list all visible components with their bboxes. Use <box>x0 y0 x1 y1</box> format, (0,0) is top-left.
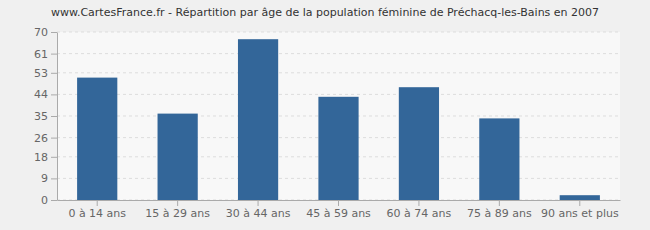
tick-mark <box>177 200 178 206</box>
tick-label: 90 ans et plus <box>541 207 619 220</box>
tick: 15 à 29 ans <box>145 200 210 220</box>
tick-label: 45 à 59 ans <box>306 207 371 220</box>
tick-mark <box>51 54 57 55</box>
tick-mark <box>338 200 339 206</box>
tick-label: 0 <box>41 194 48 207</box>
grid <box>57 32 620 200</box>
tick-mark <box>51 94 57 95</box>
tick: 45 à 59 ans <box>306 200 371 220</box>
tick: 60 à 74 ans <box>387 200 452 220</box>
tick-label: 75 à 89 ans <box>467 207 532 220</box>
tick: 35 <box>34 110 57 123</box>
tick-mark <box>51 178 57 179</box>
tick-mark <box>51 116 57 117</box>
x-axis: 0 à 14 ans 15 à 29 ans 30 à 44 ans 45 à 59 … <box>58 200 621 220</box>
bars <box>77 39 600 200</box>
bar <box>560 195 600 200</box>
tick-label: 70 <box>34 26 48 39</box>
tick-label: 44 <box>34 88 48 101</box>
tick: 9 <box>41 172 57 185</box>
plot: 0 9 18 26 35 44 53 61 70 0 à 14 ans 15 à 29 ans 30 … <box>34 26 621 220</box>
tick-label: 30 à 44 ans <box>226 207 291 220</box>
axis-line <box>57 33 58 201</box>
tick: 18 <box>34 151 57 164</box>
tick: 90 ans et plus <box>541 200 619 220</box>
tick-mark <box>499 200 500 206</box>
tick: 53 <box>34 67 57 80</box>
bar <box>399 87 439 200</box>
bar <box>158 114 198 200</box>
title: www.CartesFrance.fr - Répartition par âg… <box>51 6 599 19</box>
bar <box>479 118 519 200</box>
tick-mark <box>51 200 57 201</box>
tick: 30 à 44 ans <box>226 200 291 220</box>
tick: 70 <box>34 26 57 39</box>
y-axis: 0 9 18 26 35 44 53 61 70 <box>34 26 58 207</box>
tick: 26 <box>34 132 57 145</box>
tick-mark <box>579 200 580 206</box>
tick: 0 <box>41 194 57 207</box>
tick-label: 18 <box>34 151 48 164</box>
grid-line <box>57 53 620 54</box>
tick-label: 9 <box>41 172 48 185</box>
tick-label: 60 à 74 ans <box>387 207 452 220</box>
tick-mark <box>418 200 419 206</box>
grid-line <box>57 32 620 33</box>
bar <box>318 97 358 200</box>
tick-mark <box>51 138 57 139</box>
tick-mark <box>97 200 98 206</box>
grid-line <box>57 94 620 95</box>
background <box>0 0 650 230</box>
tick-mark <box>51 73 57 74</box>
grid-line <box>57 72 620 73</box>
tick-label: 53 <box>34 67 48 80</box>
tick-label: 0 à 14 ans <box>68 207 126 220</box>
tick-mark <box>51 157 57 158</box>
tick: 61 <box>34 48 57 61</box>
tick: 44 <box>34 88 57 101</box>
tick: 75 à 89 ans <box>467 200 532 220</box>
tick-mark <box>258 200 259 206</box>
tick-label: 15 à 29 ans <box>145 207 210 220</box>
chart: www.CartesFrance.fr - Répartition par âg… <box>0 0 650 230</box>
tick-mark <box>51 32 57 33</box>
tick-label: 26 <box>34 132 48 145</box>
bar <box>238 39 278 200</box>
tick-label: 61 <box>34 48 48 61</box>
tick-label: 35 <box>34 110 48 123</box>
plot-background <box>57 32 620 200</box>
bar <box>77 78 117 200</box>
tick: 0 à 14 ans <box>68 200 126 220</box>
